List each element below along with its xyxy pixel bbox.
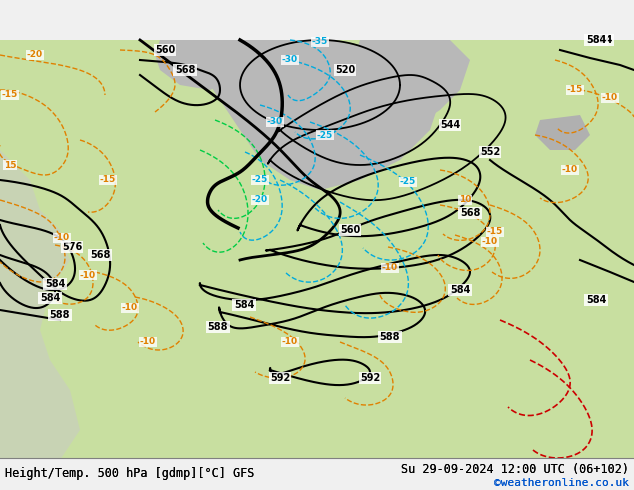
Text: -10: -10 xyxy=(562,166,578,174)
Text: 588: 588 xyxy=(208,322,228,332)
Text: 568: 568 xyxy=(90,250,110,260)
Text: 592: 592 xyxy=(360,373,380,383)
Text: 576: 576 xyxy=(62,242,82,252)
Text: -15: -15 xyxy=(100,175,116,185)
Text: 592: 592 xyxy=(270,373,290,383)
Text: -30: -30 xyxy=(282,55,298,65)
Text: 584: 584 xyxy=(45,279,65,289)
Text: -35: -35 xyxy=(312,38,328,47)
Text: -15: -15 xyxy=(487,227,503,237)
Text: -10: -10 xyxy=(80,270,96,279)
Text: -20: -20 xyxy=(252,196,268,204)
Polygon shape xyxy=(155,40,240,90)
Text: -10: -10 xyxy=(54,234,70,243)
Polygon shape xyxy=(180,40,440,190)
Text: Su 29-09-2024 12:00 UTC (06+102): Su 29-09-2024 12:00 UTC (06+102) xyxy=(401,464,629,476)
Polygon shape xyxy=(535,115,590,150)
Polygon shape xyxy=(0,150,80,460)
Text: -10: -10 xyxy=(382,264,398,272)
Text: Su 29-09-2024 12:00 UTC (06+102): Su 29-09-2024 12:00 UTC (06+102) xyxy=(401,464,629,476)
Text: -20: -20 xyxy=(27,50,43,59)
Text: -25: -25 xyxy=(252,175,268,185)
Text: 568: 568 xyxy=(175,65,195,75)
Bar xyxy=(0,40,634,460)
Polygon shape xyxy=(350,40,470,140)
Text: -10: -10 xyxy=(482,238,498,246)
Text: -30: -30 xyxy=(267,118,283,126)
Text: -25: -25 xyxy=(317,130,333,140)
Text: -10: -10 xyxy=(602,94,618,102)
Text: 584: 584 xyxy=(586,35,606,45)
Text: 584: 584 xyxy=(592,35,612,45)
Text: -10: -10 xyxy=(282,338,298,346)
Bar xyxy=(0,458,634,490)
Text: 568: 568 xyxy=(460,208,480,218)
Text: -10: -10 xyxy=(122,303,138,313)
Text: 15: 15 xyxy=(4,161,16,170)
Text: 520: 520 xyxy=(335,65,355,75)
Text: 588: 588 xyxy=(49,310,70,320)
Text: 584: 584 xyxy=(586,295,606,305)
Text: Height/Temp. 500 hPa [gdmp][°C] GFS: Height/Temp. 500 hPa [gdmp][°C] GFS xyxy=(5,467,254,481)
Text: 10: 10 xyxy=(459,196,471,204)
Text: -15: -15 xyxy=(567,85,583,95)
Text: ©weatheronline.co.uk: ©weatheronline.co.uk xyxy=(494,478,629,488)
Text: -25: -25 xyxy=(400,177,416,187)
Text: 560: 560 xyxy=(340,225,360,235)
Text: 560: 560 xyxy=(155,45,175,55)
Text: 552: 552 xyxy=(480,147,500,157)
Text: 584: 584 xyxy=(234,300,254,310)
Text: 588: 588 xyxy=(380,332,400,342)
Text: -10: -10 xyxy=(140,338,156,346)
Text: 584: 584 xyxy=(40,293,60,303)
Bar xyxy=(0,458,634,490)
Text: ©weatheronline.co.uk: ©weatheronline.co.uk xyxy=(494,478,629,488)
Text: -15: -15 xyxy=(2,91,18,99)
Text: 584: 584 xyxy=(450,285,470,295)
Text: 544: 544 xyxy=(440,120,460,130)
Text: Height/Temp. 500 hPa [gdmp][°C] GFS: Height/Temp. 500 hPa [gdmp][°C] GFS xyxy=(5,467,254,481)
